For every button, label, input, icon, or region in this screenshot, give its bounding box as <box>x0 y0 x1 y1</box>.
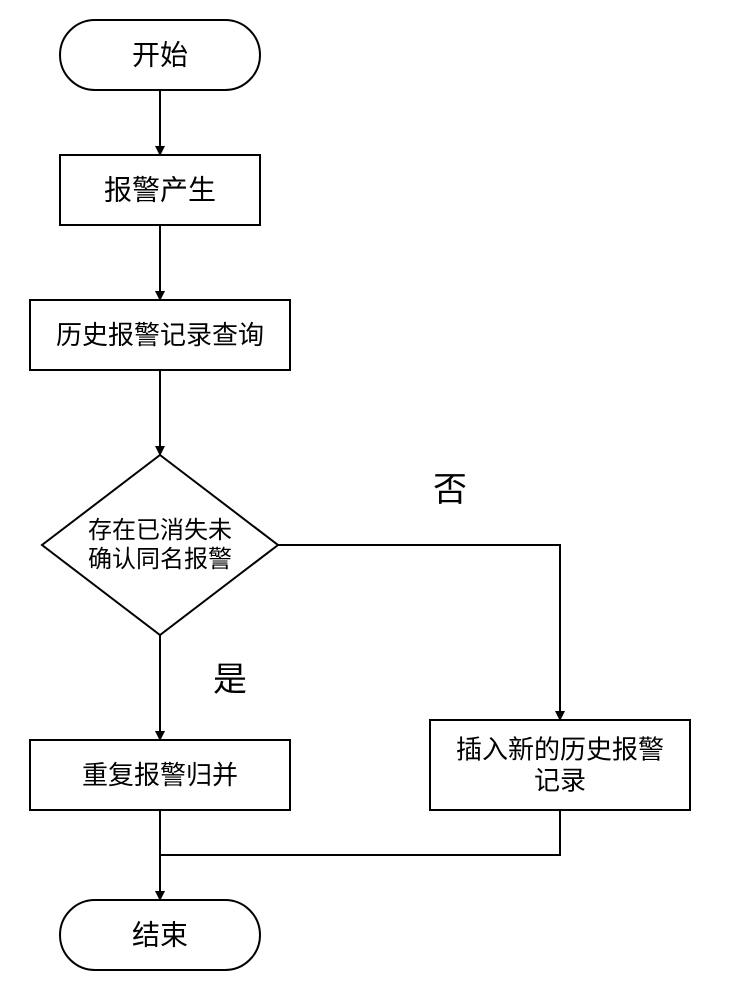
label-n3: 重复报警归并 <box>82 760 238 790</box>
label-n4-2: 记录 <box>534 766 586 796</box>
label-dec-1: 存在已消失未 <box>88 517 232 544</box>
label-end: 结束 <box>132 920 188 951</box>
nodes: 开始报警产生历史报警记录查询存在已消失未确认同名报警重复报警归并 插入新的历史报警… <box>30 20 690 970</box>
branch-label-no: 否 <box>433 471 467 509</box>
label-start: 开始 <box>132 40 188 71</box>
label-n4-1: 插入新的历史报警 <box>456 734 664 764</box>
edge-n4_b-join <box>160 810 560 855</box>
label-dec-2: 确认同名报警 <box>88 546 232 573</box>
label-n2: 历史报警记录查询 <box>56 320 264 350</box>
label-n1: 报警产生 <box>104 175 216 206</box>
branch-label-yes: 是 <box>213 661 247 699</box>
edge-dec_r-n4_t <box>278 545 560 720</box>
